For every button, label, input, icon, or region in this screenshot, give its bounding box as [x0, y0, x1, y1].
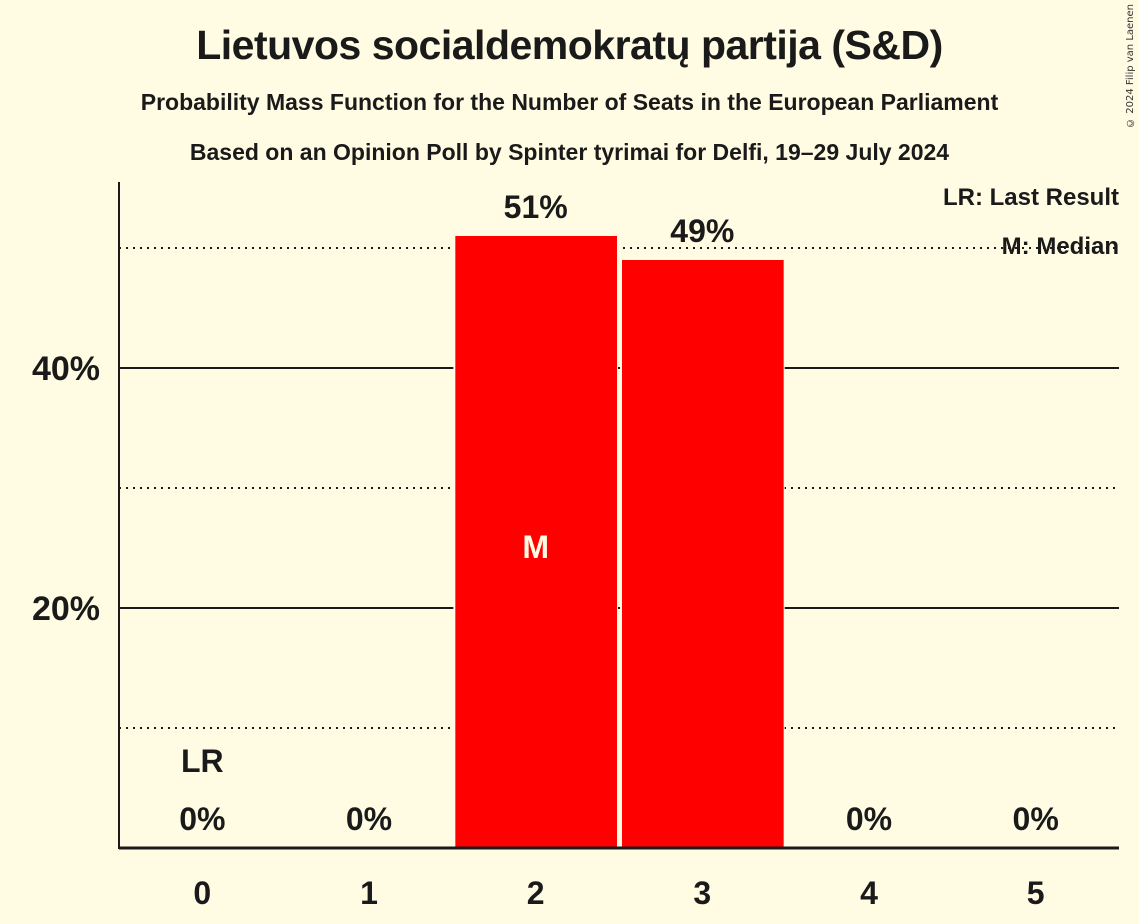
- bar-2: [455, 236, 617, 848]
- x-tick-label: 0: [193, 875, 211, 911]
- legend-median: M: Median: [1001, 233, 1119, 260]
- bar-value-label: 0%: [1013, 801, 1059, 837]
- x-tick-label: 5: [1027, 875, 1045, 911]
- bar-value-label: 51%: [504, 189, 568, 225]
- chart-title: Lietuvos socialdemokratų partija (S&D): [196, 22, 943, 68]
- y-tick-label: 40%: [32, 350, 100, 388]
- legend-last-result: LR: Last Result: [942, 184, 1119, 211]
- bar-value-label: 0%: [346, 801, 392, 837]
- bar-value-label: 0%: [179, 801, 225, 837]
- median-marker: M: [522, 529, 549, 565]
- bar-value-label: 49%: [670, 213, 734, 249]
- x-tick-label: 1: [360, 875, 378, 911]
- bar-value-label: 0%: [846, 801, 892, 837]
- chart-subtitle: Probability Mass Function for the Number…: [140, 89, 999, 115]
- x-tick-label: 3: [693, 875, 711, 911]
- last-result-marker: LR: [181, 743, 224, 779]
- x-tick-label: 2: [527, 875, 545, 911]
- bar-3: [622, 260, 784, 848]
- y-tick-label: 20%: [32, 590, 100, 628]
- chart-source: Based on an Opinion Poll by Spinter tyri…: [189, 139, 950, 165]
- x-tick-label: 4: [860, 875, 878, 911]
